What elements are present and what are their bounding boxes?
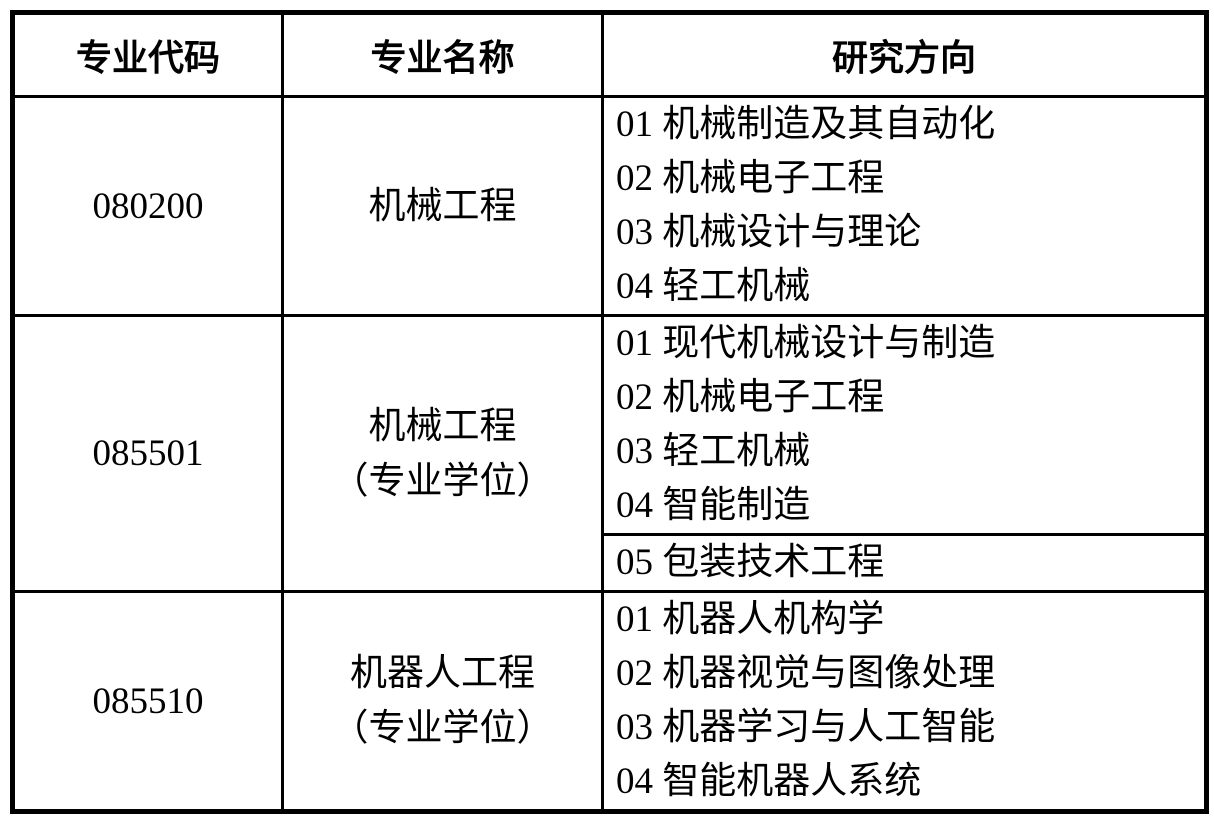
research-directions-cell: 01 机械制造及其自动化 02 机械电子工程 03 机械设计与理论 04 轻工机… <box>601 95 1208 317</box>
major-name-cell: 机械工程 <box>281 95 604 317</box>
major-name-line: （专业学位） <box>331 460 554 502</box>
major-directions-table: 专业代码 专业名称 研究方向 080200 机械工程 01 机械制造及其自动化 … <box>10 10 1209 814</box>
direction-item: 03 机器学习与人工智能 <box>616 707 996 748</box>
direction-item: 02 机械电子工程 <box>616 158 885 199</box>
header-row: 专业代码 专业名称 研究方向 <box>11 11 1208 98</box>
direction-item: 02 机械电子工程 <box>616 377 885 418</box>
direction-item: 01 机器人机构学 <box>616 599 885 640</box>
direction-item: 03 机械设计与理论 <box>616 212 922 253</box>
col-header-major-name: 专业名称 <box>281 11 604 98</box>
direction-item: 04 轻工机械 <box>616 266 811 307</box>
major-name-cell: 机器人工程 （专业学位） <box>281 590 604 813</box>
direction-item: 05 包装技术工程 <box>616 542 885 583</box>
major-name-cell: 机械工程 （专业学位） <box>281 314 604 593</box>
major-name-line: 机器人工程 <box>350 653 535 694</box>
research-directions-cell: 01 现代机械设计与制造 02 机械电子工程 03 轻工机械 04 智能制造 <box>601 314 1208 536</box>
major-code-cell: 085510 <box>11 590 284 813</box>
direction-item: 01 机械制造及其自动化 <box>616 104 996 145</box>
col-header-major-code: 专业代码 <box>11 11 284 98</box>
direction-item: 01 现代机械设计与制造 <box>616 323 996 364</box>
research-directions-cell: 01 机器人机构学 02 机器视觉与图像处理 03 机器学习与人工智能 04 智… <box>601 590 1208 813</box>
table-row: 080200 机械工程 01 机械制造及其自动化 02 机械电子工程 03 机械… <box>11 95 1208 317</box>
major-name-line: 机械工程 <box>368 185 517 227</box>
direction-item: 04 智能制造 <box>616 485 811 526</box>
direction-item: 02 机器视觉与图像处理 <box>616 653 996 694</box>
major-name-line: （专业学位） <box>331 708 554 749</box>
table-sub-row: 05 包装技术工程 <box>13 533 1208 593</box>
direction-item: 04 智能机器人系统 <box>616 761 922 802</box>
direction-item: 03 轻工机械 <box>616 431 811 472</box>
table-row: 085501 机械工程 （专业学位） 01 现代机械设计与制造 02 机械电子工… <box>11 314 1208 593</box>
col-header-research-directions: 研究方向 <box>601 11 1208 98</box>
major-code-cell: 085501 <box>11 314 284 593</box>
table-row: 085510 机器人工程 （专业学位） 01 机器人机构学 02 机器视觉与图像… <box>11 590 1208 813</box>
major-code-cell: 080200 <box>11 95 284 317</box>
research-directions-extra-cell: 05 包装技术工程 <box>601 533 1208 593</box>
major-name-line: 机械工程 <box>368 405 517 447</box>
